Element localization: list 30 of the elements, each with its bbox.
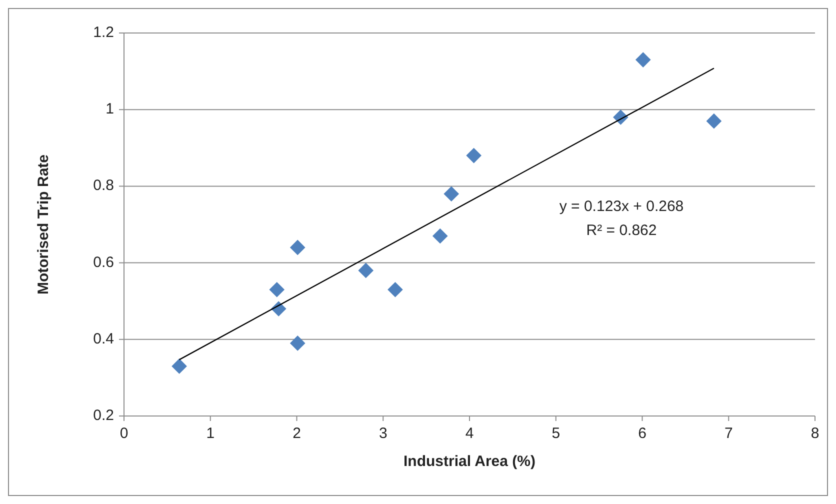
y-tick-label: 0.4 (93, 330, 114, 348)
point (358, 262, 374, 278)
y-tick-label: 0.6 (93, 254, 114, 271)
x-tick-label: 5 (552, 425, 560, 442)
point (290, 240, 306, 256)
y-tick-label: 1 (106, 100, 114, 118)
point (706, 113, 722, 129)
x-tick-label: 8 (810, 425, 820, 442)
point (635, 52, 651, 68)
x-tick-label: 2 (292, 425, 301, 442)
point (290, 336, 306, 351)
point (466, 148, 482, 164)
point (444, 186, 460, 202)
point (172, 358, 187, 374)
x-tick-label: 6 (638, 425, 646, 442)
x-tick-label: 4 (465, 425, 474, 442)
y-tick-label: 0.2 (93, 406, 114, 424)
annotation: R² = 0.862 (586, 222, 657, 240)
point (432, 228, 448, 244)
annotation: y = 0.123x + 0.268 (559, 198, 684, 216)
y-tick-label: 1.2 (93, 24, 114, 41)
x-tick-label: 1 (206, 425, 215, 442)
x-tick-label: 7 (724, 425, 733, 442)
point (388, 282, 403, 298)
x-tick-label: 0 (120, 425, 128, 442)
x-axis-title: Industrial Area (%) (404, 453, 536, 470)
y-axis-title: Motorised Trip Rate (35, 154, 52, 295)
point (269, 282, 285, 298)
y-tick-label: 0.8 (93, 177, 114, 194)
x-tick-label: 3 (378, 425, 388, 442)
